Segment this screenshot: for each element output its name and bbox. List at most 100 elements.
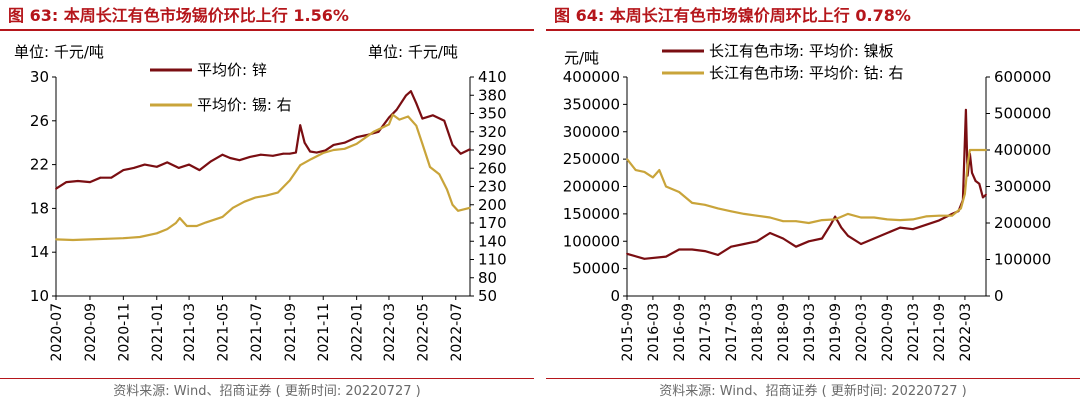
data-point (110, 176, 113, 179)
data-point (332, 149, 335, 151)
x-tick-label: 2020-11 (116, 303, 132, 362)
figure-title: 图 64: 本周长江有色市场镍价周环比上行 0.78% (554, 6, 911, 25)
data-point (407, 115, 409, 118)
data-point (769, 232, 771, 234)
data-point (971, 171, 973, 174)
x-tick-label: 2021-07 (249, 303, 265, 362)
right-tick-label: 140 (478, 232, 507, 250)
data-point (974, 180, 977, 182)
data-point (964, 192, 966, 195)
data-point (691, 248, 693, 251)
data-point (634, 169, 637, 172)
left-unit-label: 单位: 千元/吨 (14, 43, 104, 61)
x-tick-label: 2021-09 (283, 303, 299, 362)
data-point (122, 169, 125, 172)
data-point (372, 130, 375, 133)
right-tick-label: 80 (478, 269, 497, 287)
data-point (89, 238, 91, 241)
x-tick-label: 2021-01 (150, 303, 166, 362)
data-point (178, 217, 181, 220)
data-point (807, 240, 810, 243)
legend-label: 长江有色市场: 平均价: 钴: 右 (709, 64, 903, 82)
x-tick-label: 2016-09 (672, 303, 688, 362)
data-point (886, 218, 889, 221)
x-tick-label: 2022-05 (415, 303, 431, 362)
x-tick-label: 2022-03 (382, 303, 398, 362)
data-point (343, 141, 346, 144)
data-point (691, 202, 693, 204)
data-point (743, 243, 745, 245)
x-tick-label: 2021-03 (182, 303, 198, 362)
data-point (324, 149, 327, 152)
data-point (210, 160, 212, 163)
data-point (769, 216, 771, 219)
data-point (730, 210, 732, 213)
right-tick-label: 400000 (994, 141, 1051, 159)
data-point (652, 176, 654, 179)
data-point (782, 237, 784, 240)
series-line-secondary (626, 148, 986, 225)
data-point (332, 144, 335, 146)
data-point (899, 226, 901, 229)
data-point (743, 213, 745, 215)
legend-label: 平均价: 锡: 右 (197, 96, 292, 114)
left-tick-label: 300000 (563, 123, 620, 141)
data-point (847, 234, 849, 237)
left-tick-label: 250000 (563, 150, 620, 168)
data-point (232, 206, 234, 209)
data-point (398, 118, 401, 121)
data-point (985, 149, 987, 151)
data-point (985, 193, 987, 196)
left-tick-label: 150000 (563, 205, 620, 223)
data-point (951, 214, 953, 217)
data-point (421, 143, 424, 145)
x-tick-label: 2021-03 (906, 303, 922, 362)
data-point (259, 153, 262, 156)
left-tick-label: 0 (610, 287, 620, 305)
x-tick-label: 2022-01 (350, 303, 366, 362)
data-point (704, 203, 706, 206)
data-point (960, 207, 962, 210)
data-point (704, 250, 706, 253)
left-tick-label: 22 (30, 156, 49, 174)
data-point (807, 222, 810, 224)
data-point (89, 181, 91, 184)
right-tick-label: 230 (478, 178, 507, 196)
data-point (388, 123, 390, 126)
series-line-secondary (55, 113, 471, 242)
data-point (643, 257, 646, 260)
data-point (221, 216, 224, 218)
data-point (343, 147, 346, 150)
left-unit-label: 元/吨 (564, 49, 599, 67)
data-point (873, 216, 875, 219)
data-point (355, 143, 358, 145)
data-point (643, 171, 646, 173)
data-point (388, 116, 390, 119)
data-point (451, 144, 454, 146)
data-point (756, 240, 758, 243)
data-point (469, 148, 471, 151)
data-point (186, 225, 188, 227)
data-point (925, 223, 927, 226)
data-point (55, 238, 57, 241)
x-tick-label: 2018-03 (750, 303, 766, 362)
right-tick-label: 200 (478, 196, 507, 214)
data-point (205, 221, 207, 224)
data-point (451, 203, 454, 206)
source-note: 资料来源: Wind、招商证券 ( 更新时间: 20220727 ) (113, 384, 421, 399)
data-point (912, 218, 914, 221)
x-tick-label: 2021-09 (932, 303, 948, 362)
data-point (175, 222, 177, 224)
data-point (415, 102, 418, 105)
data-point (834, 215, 836, 218)
left-tick-label: 14 (30, 243, 49, 261)
data-point (99, 176, 102, 179)
right-tick-label: 300000 (994, 178, 1051, 196)
data-point (155, 165, 158, 168)
left-tick-label: 400000 (563, 68, 620, 86)
data-point (912, 228, 914, 231)
data-point (391, 113, 394, 116)
data-point (457, 209, 459, 212)
right-tick-label: 500000 (994, 105, 1051, 123)
data-point (65, 181, 68, 184)
